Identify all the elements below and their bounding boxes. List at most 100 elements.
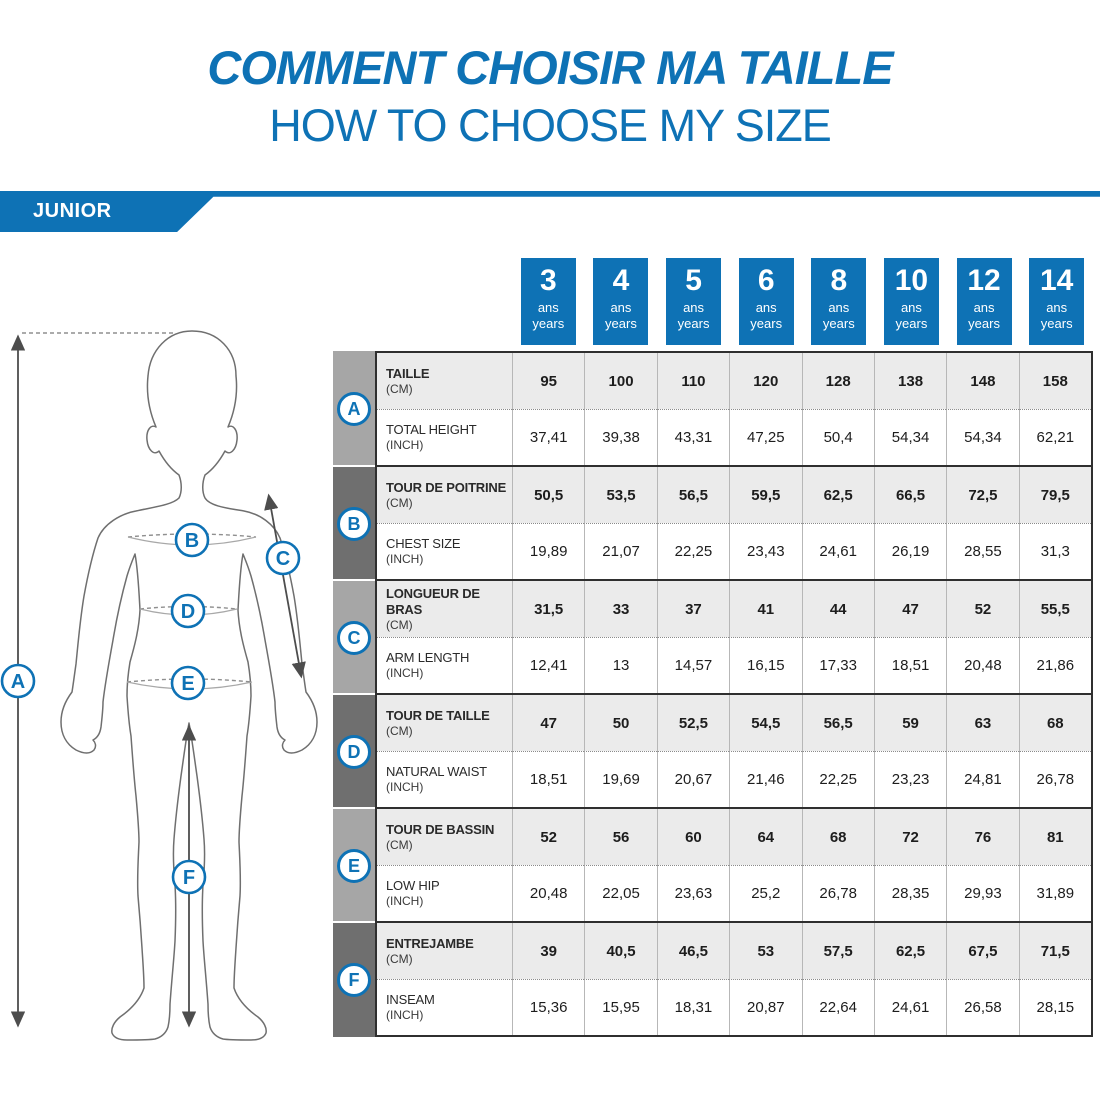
age-header-box: 6 ans years — [738, 258, 794, 345]
age-number: 5 — [685, 264, 702, 297]
metric-unit: (CM) — [386, 837, 413, 852]
value-cell-cm: 52 — [946, 581, 1019, 637]
imperial-label: NATURAL WAIST — [386, 764, 487, 779]
letter-cell: B — [333, 465, 375, 581]
letter-badge: E — [337, 849, 371, 883]
value-cell-inch: 16,15 — [729, 637, 802, 693]
age-column: 12 ans years — [948, 258, 1021, 345]
age-header-box: 14 ans years — [1029, 258, 1085, 345]
value-cell-cm: 47 — [512, 695, 585, 751]
group-cells: ENTREJAMBE (CM) 39 40,5 46,5 53 57,5 62,5 67,5 71… — [375, 921, 1093, 1037]
age-unit-fr: ans — [537, 300, 559, 315]
value-cell-inch: 23,23 — [873, 751, 947, 807]
letter-badge: C — [337, 621, 371, 655]
value-cell-inch: 26,78 — [801, 865, 874, 921]
value-cell-cm: 53,5 — [584, 467, 657, 523]
value-cell-cm: 68 — [801, 809, 874, 865]
value-cell-cm: 79,5 — [1018, 467, 1091, 523]
age-unit-en: years — [605, 316, 637, 331]
row-label-metric: TAILLE (CM) — [377, 353, 512, 409]
value-cell-cm: 72,5 — [946, 467, 1019, 523]
diagram-badge-letter: C — [276, 548, 290, 570]
value-cell-inch: 24,81 — [946, 751, 1019, 807]
value-cell-inch: 18,51 — [512, 751, 585, 807]
value-cell-inch: 22,25 — [801, 751, 874, 807]
value-cell-cm: 33 — [584, 581, 657, 637]
value-cell-cm: 40,5 — [584, 923, 657, 979]
value-cell-inch: 20,48 — [946, 637, 1019, 693]
diagram-badge-letter: F — [183, 867, 195, 889]
row-label-imperial: LOW HIP (INCH) — [377, 865, 512, 921]
measure-group-E: E TOUR DE BASSIN (CM) 52 56 60 64 68 72 76 81 LOW H… — [333, 807, 1093, 923]
row-label-metric: ENTREJAMBE (CM) — [377, 923, 512, 979]
age-unit-en: years — [822, 316, 855, 331]
imperial-label: CHEST SIZE — [386, 536, 461, 551]
value-cell-cm: 44 — [801, 581, 874, 637]
value-cell-inch: 15,95 — [584, 979, 657, 1035]
value-cell-cm: 71,5 — [1018, 923, 1091, 979]
value-cell-cm: 50 — [584, 695, 657, 751]
measure-group-F: F ENTREJAMBE (CM) 39 40,5 46,5 53 57,5 62,5 67,5 7… — [333, 921, 1093, 1037]
value-cell-cm: 50,5 — [512, 467, 585, 523]
metric-label: TOUR DE POITRINE — [386, 479, 507, 495]
age-unit-fr: ans — [683, 300, 705, 315]
letter-badge: B — [337, 507, 371, 541]
age-header-row: 3 ans years 4 ans years 5 ans years 6 ans years 8 ans… — [512, 258, 1093, 345]
value-cell-inch: 22,64 — [801, 979, 874, 1035]
age-column: 4 ans years — [585, 258, 658, 345]
value-cell-cm: 100 — [584, 353, 657, 409]
value-cell-inch: 17,33 — [801, 637, 874, 693]
value-cell-cm: 60 — [656, 809, 730, 865]
age-unit-fr: ans — [755, 300, 777, 315]
value-cell-cm: 64 — [729, 809, 802, 865]
size-table: A TAILLE (CM) 95 100 110 120 128 138 148 158 TOTAL … — [333, 351, 1093, 1037]
value-cell-cm: 158 — [1018, 353, 1091, 409]
group-cells: TOUR DE POITRINE (CM) 50,5 53,5 56,5 59,5 62,5… — [375, 465, 1093, 581]
age-number: 8 — [830, 264, 848, 297]
value-cell-inch: 37,41 — [512, 409, 585, 465]
value-cell-cm: 52,5 — [656, 695, 730, 751]
age-unit-en: years — [677, 316, 710, 331]
value-cell-cm: 62,5 — [801, 467, 874, 523]
value-cell-inch: 18,51 — [873, 637, 947, 693]
value-cell-cm: 31,5 — [512, 581, 585, 637]
row-label-metric: TOUR DE TAILLE (CM) — [377, 695, 512, 751]
value-cell-inch: 18,31 — [656, 979, 730, 1035]
value-cell-inch: 31,3 — [1018, 523, 1091, 579]
value-cell-cm: 54,5 — [729, 695, 802, 751]
diagram-badge-D — [170, 593, 206, 629]
value-cell-cm: 138 — [873, 353, 947, 409]
value-cell-inch: 19,69 — [584, 751, 657, 807]
age-number: 12 — [967, 264, 1001, 297]
value-cell-inch: 24,61 — [873, 979, 947, 1035]
imperial-label: INSEAM — [386, 992, 435, 1007]
imperial-unit: (INCH) — [386, 438, 424, 452]
value-cell-inch: 26,78 — [1018, 751, 1091, 807]
value-cell-inch: 22,05 — [584, 865, 657, 921]
age-header-box: 12 ans years — [956, 258, 1012, 345]
age-number: 10 — [894, 264, 929, 297]
imperial-unit: (INCH) — [386, 552, 424, 566]
metric-label: TOUR DE TAILLE — [386, 707, 490, 723]
value-cell-cm: 41 — [729, 581, 802, 637]
imperial-unit: (INCH) — [386, 780, 424, 794]
age-column: 8 ans years — [803, 258, 876, 345]
age-column: 10 ans years — [875, 258, 948, 345]
imperial-label: ARM LENGTH — [386, 650, 470, 665]
metric-label: TOUR DE BASSIN — [386, 821, 495, 837]
measure-group-B: B TOUR DE POITRINE (CM) 50,5 53,5 56,5 59,5 62,… — [333, 465, 1093, 581]
imperial-unit: (INCH) — [386, 894, 424, 908]
group-cells: TAILLE (CM) 95 100 110 120 128 138 148 158 TOTAL H… — [375, 351, 1093, 467]
value-cell-inch: 47,25 — [729, 409, 802, 465]
age-column: 5 ans years — [657, 258, 730, 345]
age-unit-en: years — [750, 316, 783, 331]
age-unit-en: years — [895, 316, 928, 331]
value-cell-cm: 59 — [873, 695, 947, 751]
value-cell-inch: 21,07 — [584, 523, 657, 579]
value-cell-cm: 52 — [512, 809, 585, 865]
value-cell-cm: 56 — [584, 809, 657, 865]
value-cell-cm: 53 — [729, 923, 802, 979]
imperial-label: LOW HIP — [386, 878, 440, 893]
age-unit-fr: ans — [973, 300, 995, 315]
metric-unit: (CM) — [386, 495, 413, 510]
